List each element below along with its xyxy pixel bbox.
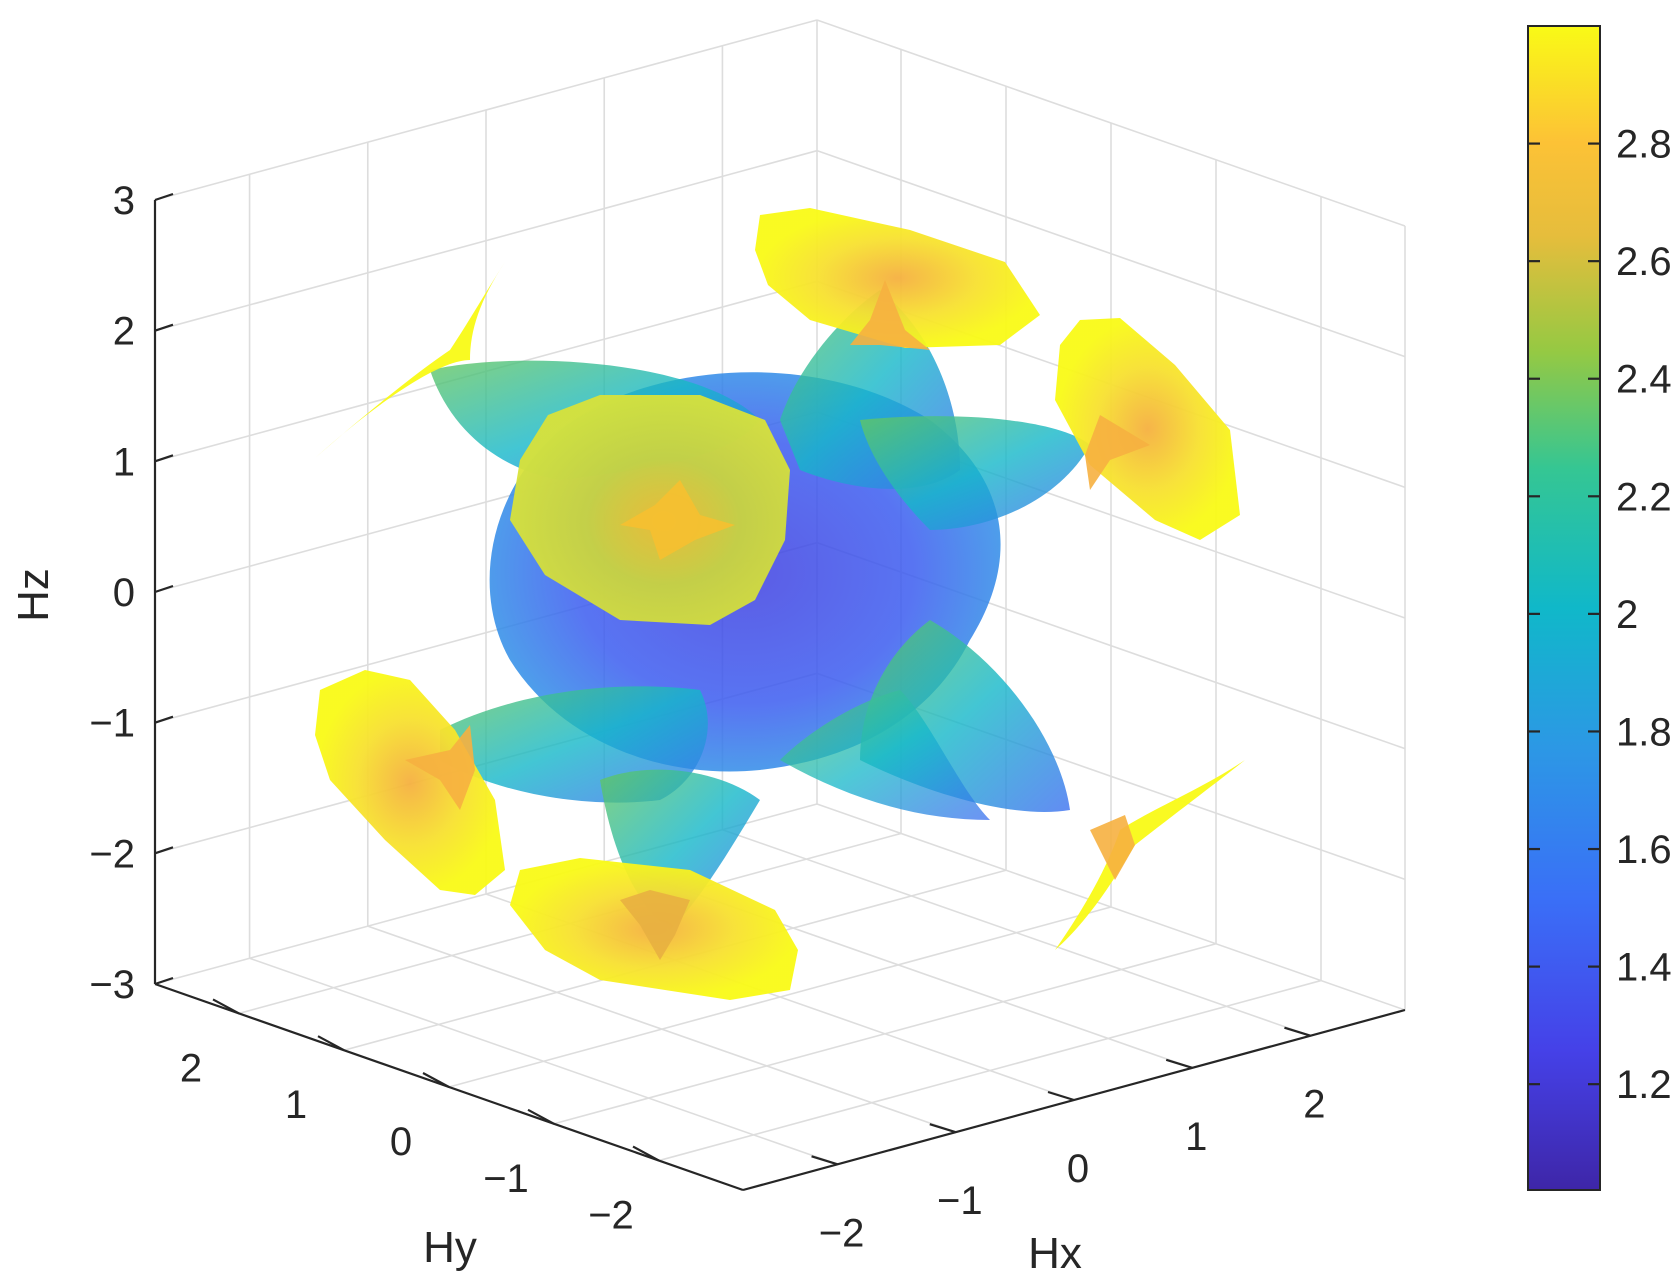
axes: −3 −2 −1 0 1 2 3 2 1 0 −1 −2 −2 −1 0 1 2 (89, 179, 1406, 1255)
isosurface-spike (620, 480, 735, 560)
isosurface-cap (315, 670, 505, 895)
grid-line (722, 828, 1311, 1037)
x-tick-label: 1 (1185, 1115, 1207, 1159)
y-tick-label: 1 (285, 1083, 307, 1127)
y-tick-label: −2 (588, 1194, 634, 1238)
colorbar-gradient (1527, 25, 1601, 1191)
grid-line (154, 19, 818, 201)
z-tick-label: −3 (89, 963, 135, 1007)
x-tick (1047, 1090, 1075, 1102)
grid-line (553, 943, 1217, 1125)
isosurface-spike (620, 890, 690, 960)
z-tick (154, 584, 174, 594)
isosurface-spike (315, 262, 505, 458)
x-tick-label: −2 (819, 1211, 865, 1255)
z-tick (154, 846, 174, 855)
colorbar-tick-label: 1.6 (1616, 828, 1672, 872)
x-tick (1165, 1058, 1193, 1069)
colorbar-ticks: 2.8 2.6 2.4 2.2 2 1.8 1.6 1.4 1.2 (1528, 123, 1672, 1107)
isosurface (315, 208, 1245, 1000)
z-tick-label: 1 (113, 440, 135, 484)
z-tick (154, 715, 174, 724)
colorbar-tick-label: 2.8 (1616, 123, 1672, 167)
y-tick (527, 1108, 555, 1125)
colorbar-tick-label: 2 (1616, 593, 1638, 637)
colorbar-tick-label: 2.2 (1616, 475, 1672, 519)
grid-line (816, 803, 1406, 1011)
z-axis-label: Hz (9, 568, 58, 622)
z-tick-label: −1 (89, 702, 135, 746)
grid-line (658, 979, 1322, 1162)
x-tick-label: 2 (1303, 1083, 1325, 1127)
y-tick-label: 2 (180, 1046, 202, 1090)
isosurface-spike (1090, 815, 1135, 880)
z-tick (154, 192, 174, 202)
colorbar: 2.8 2.6 2.4 2.2 2 1.8 1.6 1.4 1.2 (1527, 25, 1672, 1191)
z-tick (154, 976, 174, 986)
z-tick-label: 2 (113, 310, 135, 354)
grid-line (816, 19, 1406, 227)
isosurface-spike (1055, 760, 1245, 950)
x-tick (929, 1123, 957, 1134)
grid-line (816, 149, 1406, 358)
isosurface-cap (1055, 318, 1240, 540)
z-tick (154, 454, 174, 463)
y-tick (212, 998, 240, 1015)
isosurface-lobe (860, 416, 1090, 530)
y-axis-label: Hy (423, 1223, 477, 1272)
colorbar-tick-label: 1.4 (1616, 946, 1672, 990)
grid-line (154, 149, 818, 332)
isosurface-spike (1085, 415, 1150, 490)
y-tick (632, 1145, 660, 1162)
isosurface-cap (755, 208, 1040, 348)
x-tick-label: −1 (937, 1179, 983, 1223)
x-tick-label: 0 (1067, 1147, 1089, 1191)
isosurface-spike (850, 280, 930, 350)
colorbar-tick-label: 1.8 (1616, 710, 1672, 754)
isosurface-spike (405, 725, 475, 810)
y-tick (422, 1072, 450, 1088)
z-tick-label: 3 (113, 179, 135, 223)
z-tick (154, 323, 174, 332)
colorbar-tick-label: 2.4 (1616, 358, 1672, 402)
y-tick (317, 1035, 345, 1052)
x-axis-label: Hx (1028, 1229, 1082, 1278)
z-tick-label: −2 (89, 832, 135, 876)
z-tick-label: 0 (113, 571, 135, 615)
colorbar-tick-label: 1.2 (1616, 1063, 1672, 1107)
colorbar-tick-label: 2.6 (1616, 240, 1672, 284)
x-tick (1284, 1026, 1311, 1037)
y-tick-label: 0 (390, 1120, 412, 1164)
x-tick (811, 1155, 838, 1166)
isosurface-lobe (780, 690, 990, 820)
y-tick-label: −1 (483, 1157, 529, 1201)
